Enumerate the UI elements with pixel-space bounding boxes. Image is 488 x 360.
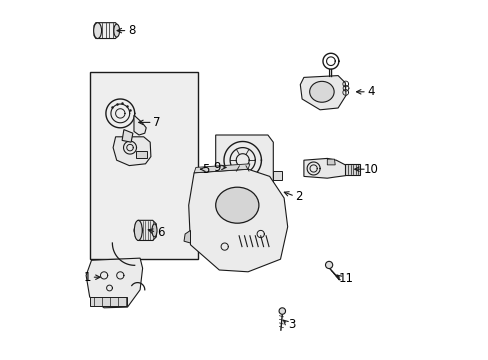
Text: 8: 8 (128, 24, 135, 37)
Ellipse shape (215, 187, 258, 223)
Polygon shape (300, 76, 346, 110)
Ellipse shape (309, 81, 333, 102)
Text: 11: 11 (338, 273, 353, 285)
Polygon shape (303, 158, 350, 178)
Polygon shape (86, 258, 142, 308)
Polygon shape (113, 137, 151, 166)
Polygon shape (136, 151, 147, 158)
Polygon shape (230, 193, 251, 200)
Ellipse shape (114, 24, 120, 37)
Text: 4: 4 (366, 85, 374, 98)
Text: 1: 1 (83, 271, 91, 284)
Text: 5: 5 (202, 163, 209, 176)
Ellipse shape (279, 308, 285, 314)
Polygon shape (188, 169, 287, 272)
Polygon shape (134, 115, 146, 135)
Text: 6: 6 (157, 226, 164, 239)
Polygon shape (135, 220, 156, 240)
Polygon shape (94, 23, 117, 39)
Text: 7: 7 (153, 116, 161, 129)
Ellipse shape (325, 261, 332, 269)
Polygon shape (89, 297, 127, 306)
Text: 3: 3 (288, 318, 295, 330)
Polygon shape (215, 135, 273, 193)
Ellipse shape (152, 224, 157, 237)
Text: 10: 10 (363, 163, 378, 176)
Polygon shape (122, 130, 133, 142)
Polygon shape (183, 230, 190, 243)
Bar (89, 72, 197, 259)
Polygon shape (273, 171, 282, 180)
Polygon shape (345, 164, 360, 175)
Polygon shape (194, 164, 249, 173)
Polygon shape (326, 159, 335, 165)
Ellipse shape (134, 220, 142, 240)
Ellipse shape (94, 23, 102, 39)
Text: 2: 2 (295, 190, 303, 203)
Text: 9: 9 (213, 161, 220, 174)
